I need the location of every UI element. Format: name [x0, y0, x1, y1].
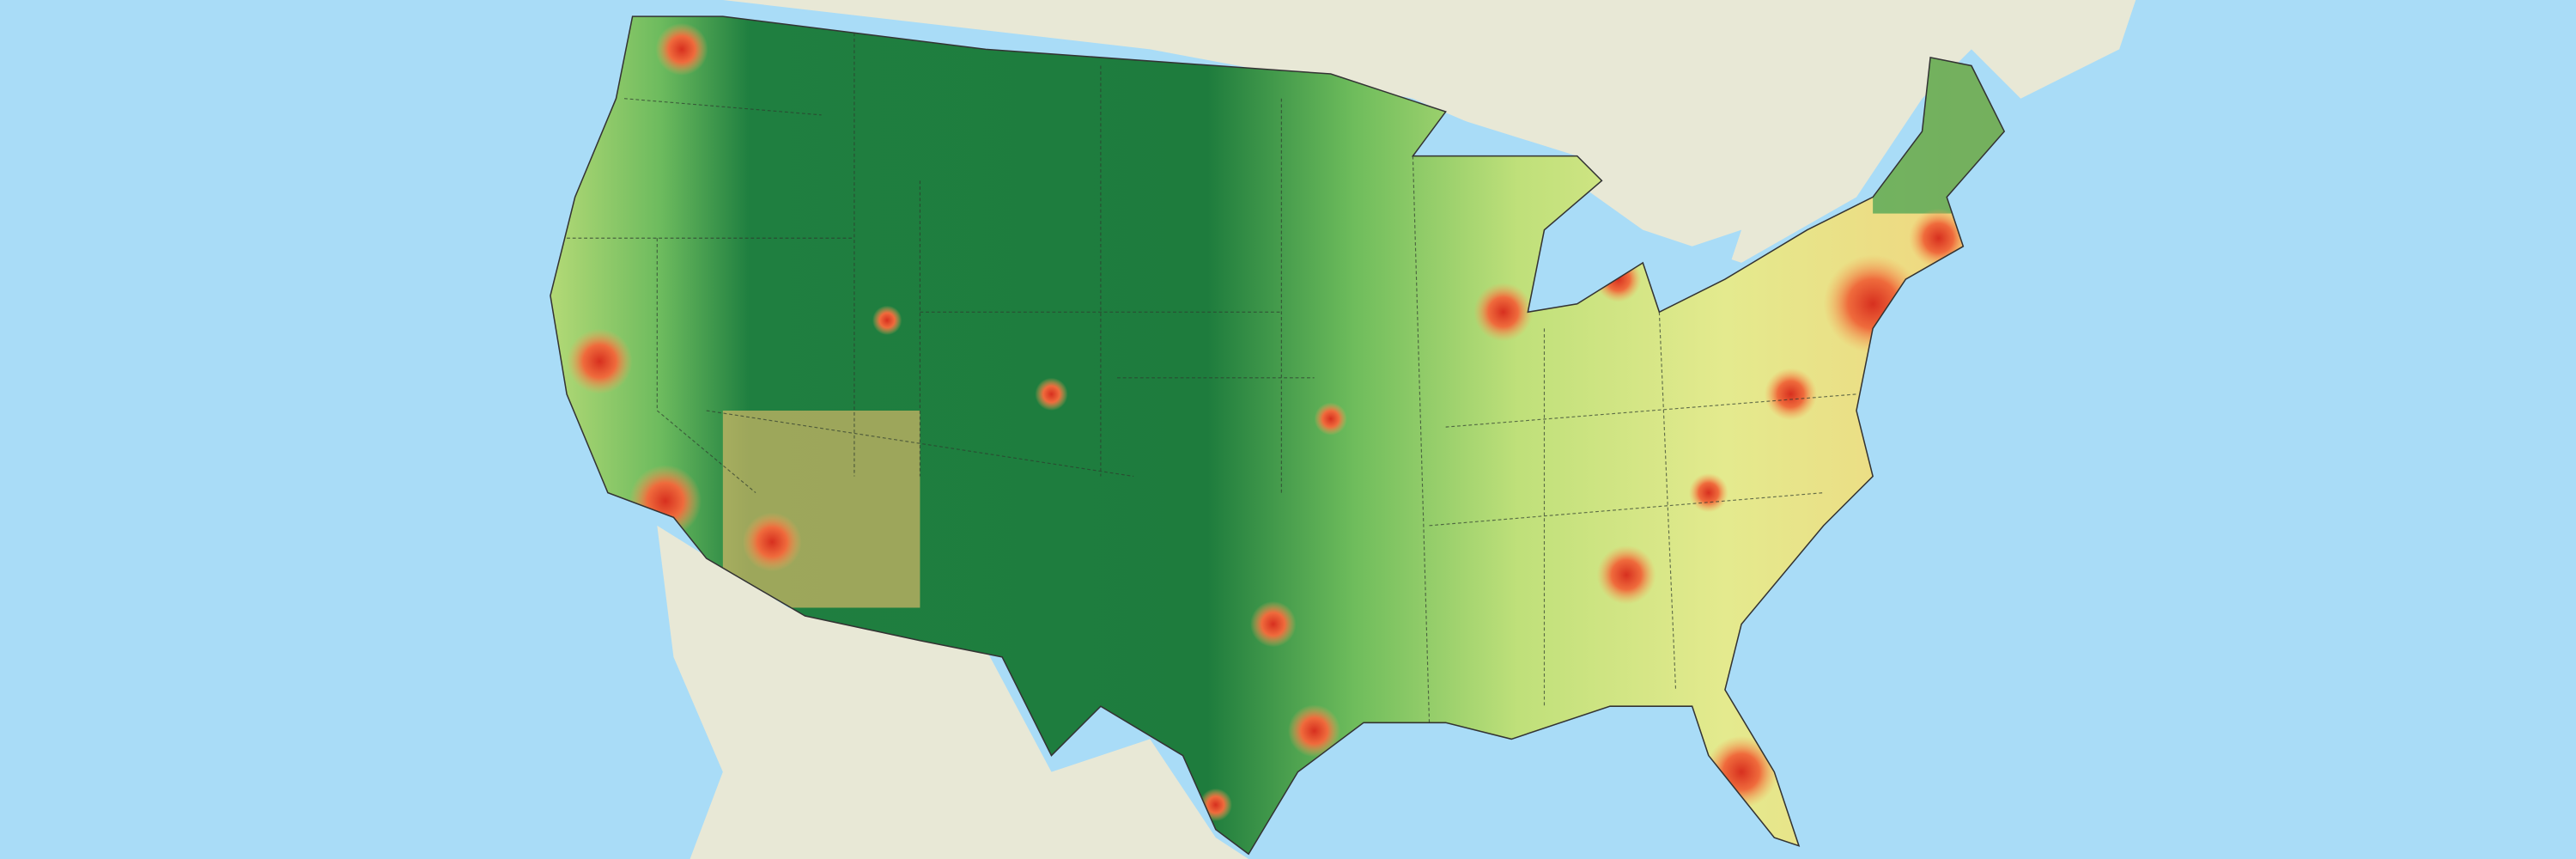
mexico [657, 525, 1249, 859]
hotspot [1314, 402, 1347, 436]
hotspot [742, 512, 802, 572]
hotspot [1596, 545, 1656, 605]
hotspot [1249, 600, 1297, 648]
hotspot [1688, 472, 1728, 513]
hotspot [1473, 282, 1534, 342]
hotspot [655, 22, 708, 76]
hotspot [1288, 704, 1341, 758]
hotspot [1035, 377, 1068, 411]
southwest-region [722, 411, 920, 608]
hotspot [567, 328, 633, 394]
hotspot [1764, 368, 1818, 421]
canada [492, 0, 2136, 263]
hotspot [872, 305, 902, 336]
state-borders [567, 33, 1857, 723]
